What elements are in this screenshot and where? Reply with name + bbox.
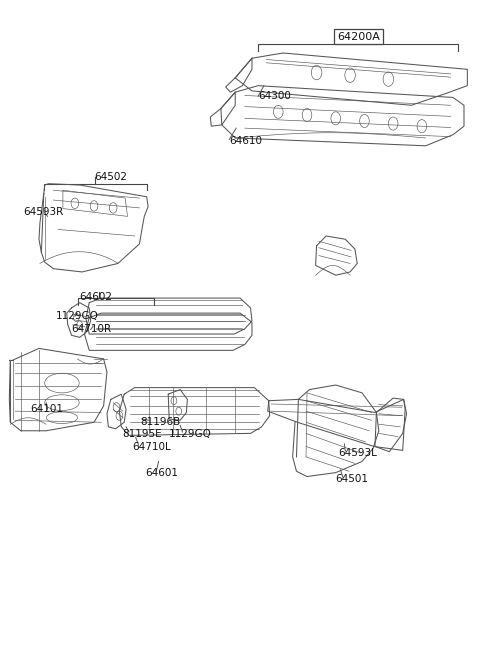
Text: 64300: 64300 (258, 91, 291, 101)
Text: 64101: 64101 (30, 404, 63, 414)
Text: 81195E: 81195E (123, 429, 162, 439)
Text: 64200A: 64200A (337, 31, 380, 42)
Text: 64710R: 64710R (72, 324, 112, 335)
Text: 81196B: 81196B (141, 417, 180, 427)
Text: 64502: 64502 (94, 172, 127, 182)
Text: 64602: 64602 (80, 291, 113, 302)
Text: 1129GQ: 1129GQ (169, 429, 212, 439)
Text: 1129GQ: 1129GQ (56, 311, 98, 322)
Text: 64593L: 64593L (338, 448, 377, 458)
Text: 64593R: 64593R (23, 207, 63, 217)
Text: 64610: 64610 (229, 136, 263, 146)
Text: 64710L: 64710L (132, 442, 171, 452)
Text: 64501: 64501 (335, 474, 368, 484)
Text: 64601: 64601 (145, 468, 178, 478)
